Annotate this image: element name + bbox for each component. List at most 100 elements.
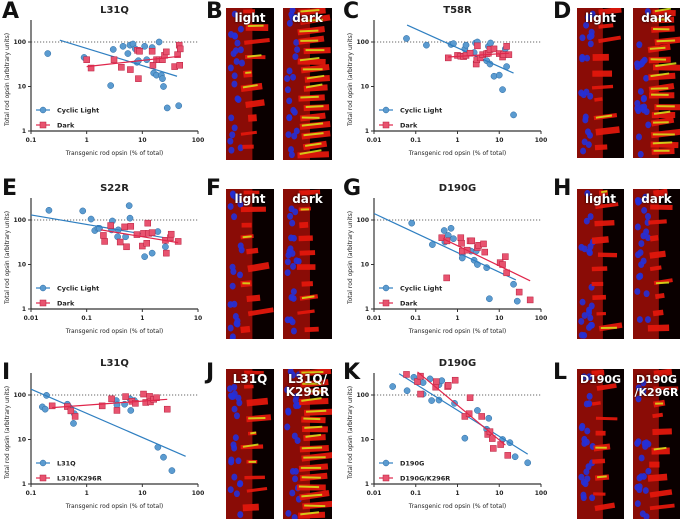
data-point [478, 413, 485, 420]
outer-segment [247, 114, 257, 122]
outer-segment-highlight [301, 122, 324, 127]
nucleus [636, 316, 643, 323]
outer-segment [299, 250, 316, 256]
outer-segment-highlight [305, 83, 323, 89]
outer-segment-highlight [600, 326, 617, 330]
data-point [447, 224, 455, 232]
nucleus [589, 494, 596, 502]
data-point [451, 376, 459, 384]
outer-segment [653, 189, 669, 198]
nucleus [234, 95, 241, 103]
y-tick-label: 10 [18, 84, 26, 91]
data-point [175, 102, 183, 110]
data-point [414, 378, 421, 385]
outer-segment [595, 126, 620, 136]
nucleus [579, 53, 586, 61]
nucleus [285, 407, 292, 415]
nucleus [589, 10, 596, 18]
legend-item: Dark [36, 122, 75, 130]
micrograph-image [283, 8, 331, 160]
nucleus [230, 268, 237, 276]
outer-segment-highlight [601, 190, 608, 194]
nucleus [580, 491, 587, 499]
nucleus [237, 480, 244, 487]
outer-segment [244, 37, 270, 45]
outer-segment-highlight [653, 18, 670, 21]
nucleus [583, 468, 590, 476]
outer-segment [592, 294, 607, 300]
outer-segment-highlight [301, 493, 323, 498]
legend-label: L31Q/K296R [57, 475, 102, 483]
fit-line [30, 388, 186, 457]
x-tick-label: 10 [495, 137, 503, 144]
micrograph-image [633, 369, 679, 519]
nucleus [290, 263, 297, 270]
outer-segment [652, 309, 664, 317]
outer-segment-highlight [654, 8, 672, 13]
outer-segment-highlight [652, 27, 670, 31]
outer-segment-highlight [301, 371, 324, 374]
legend-marker [382, 121, 390, 129]
outer-segment-highlight [301, 116, 320, 119]
y-axis-label: Total rod opsin (arbitrary units) [4, 386, 11, 480]
micrograph-label: dark [641, 192, 672, 206]
x-tick-label: 0.01 [367, 315, 382, 322]
data-point [135, 75, 142, 82]
nucleus [227, 64, 234, 72]
nucleus [637, 150, 644, 158]
data-point [500, 51, 507, 58]
nucleus [586, 400, 593, 408]
data-point [108, 395, 115, 403]
nucleus [641, 440, 648, 447]
outer-segment-highlight [653, 149, 670, 152]
nucleus [290, 288, 297, 296]
nucleus [643, 74, 650, 82]
x-tick-label: 1 [455, 490, 459, 497]
y-tick-label: 1 [22, 128, 26, 135]
fit-line [406, 24, 514, 74]
micrograph-d-right: dark [633, 8, 680, 158]
nucleus [640, 379, 647, 387]
nucleus [288, 234, 295, 242]
micrograph-label: dark [292, 192, 323, 206]
data-point [490, 445, 497, 452]
micrograph-j-left: L31Q [226, 369, 274, 519]
nucleus [585, 141, 592, 149]
outer-segment [591, 369, 605, 377]
nucleus [291, 432, 298, 440]
data-point [504, 452, 512, 459]
outer-segment [649, 250, 666, 259]
nucleus [634, 483, 641, 491]
outer-segment-highlight [301, 18, 324, 22]
x-axis-label: Transgenic rod opsin (% of total) [65, 503, 163, 510]
outer-segment-highlight [653, 446, 667, 451]
legend-label: Cyclic Light [400, 107, 442, 115]
data-point [468, 237, 476, 245]
x-tick-label: 0.01 [367, 137, 382, 144]
data-point [474, 407, 481, 414]
nucleus [579, 422, 586, 430]
data-point [70, 420, 77, 427]
nucleus [635, 384, 642, 392]
nucleus [229, 335, 236, 339]
nucleus [586, 309, 593, 317]
outer-segment-highlight [301, 397, 322, 402]
data-point [423, 41, 430, 49]
nucleus [284, 86, 291, 94]
nucleus [289, 318, 296, 326]
fit-line [59, 39, 178, 77]
data-point [71, 413, 79, 420]
nucleus [284, 423, 291, 431]
legend-item: D190G [379, 460, 424, 468]
outer-segment [242, 503, 260, 512]
tissue-layer [226, 189, 253, 339]
nucleus [237, 25, 244, 33]
micrograph-l-left: D190G [577, 369, 624, 519]
series-l31q-k296r [48, 390, 171, 420]
legend-item: Cyclic Light [36, 285, 99, 293]
outer-segment-highlight [306, 409, 327, 413]
data-point [510, 280, 517, 288]
y-tick-label: 10 [361, 262, 369, 269]
data-point [163, 405, 171, 413]
nucleus [578, 89, 585, 97]
